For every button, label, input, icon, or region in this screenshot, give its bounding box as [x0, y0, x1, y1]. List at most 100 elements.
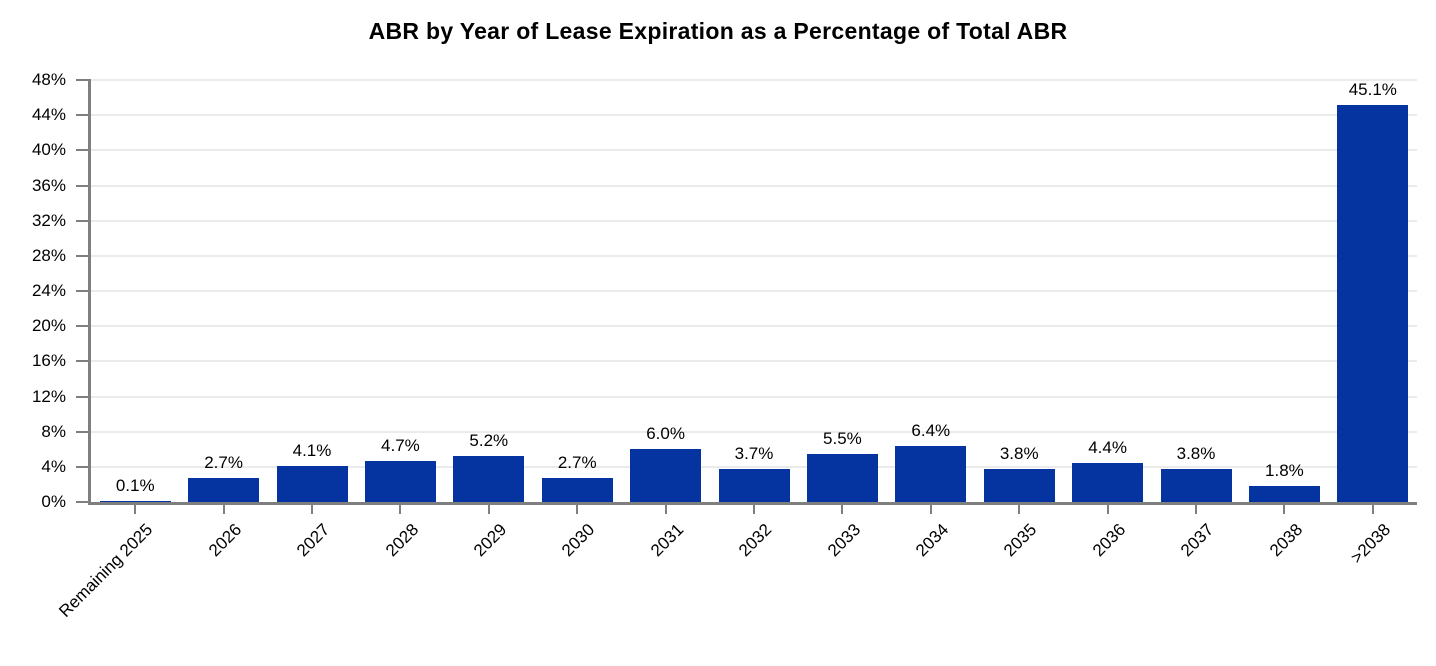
- gridline-24: [91, 290, 1417, 292]
- x-axis-label-2: 2027: [293, 520, 334, 561]
- bar-2031: [630, 449, 702, 502]
- x-axis-tick-4: [487, 505, 490, 514]
- gridline-48: [91, 79, 1417, 81]
- y-axis-tick-44: [76, 114, 88, 117]
- x-axis-tick-3: [399, 505, 402, 514]
- y-axis-label-8: 8%: [41, 421, 66, 441]
- x-axis-tick-7: [753, 505, 755, 514]
- y-axis-label-24: 24%: [31, 281, 66, 300]
- bar-2033: [806, 453, 878, 502]
- y-axis-label-16: 16%: [31, 351, 66, 371]
- x-axis-tick-5: [576, 505, 579, 514]
- y-axis-label-20: 20%: [31, 316, 66, 336]
- y-axis-tick-36: [76, 184, 88, 187]
- bar-value-label-5: 2.7%: [557, 453, 597, 473]
- bar-value-label-6: 6.0%: [646, 424, 685, 444]
- y-axis-label-40: 40%: [31, 140, 66, 160]
- y-axis-label-32: 32%: [31, 210, 66, 230]
- x-axis-label-5: 2030: [558, 520, 599, 561]
- bar-value-label-7: 3.7%: [734, 444, 774, 464]
- y-axis-label-4: 4%: [41, 456, 66, 476]
- bar-value-label-1: 2.7%: [204, 453, 243, 473]
- y-axis-line: [88, 79, 91, 505]
- x-axis-tick-14: [1371, 505, 1374, 514]
- y-axis-tick-8: [76, 430, 88, 433]
- y-axis-tick-40: [76, 149, 88, 152]
- gridline-40: [91, 149, 1417, 152]
- gridline-36: [91, 184, 1417, 187]
- x-axis-tick-8: [841, 505, 844, 514]
- x-axis-tick-2: [311, 505, 313, 514]
- bar-2032: [718, 469, 790, 502]
- bar-2037: [1160, 468, 1232, 502]
- gridline-12: [91, 395, 1417, 398]
- bar-value-label-13: 1.8%: [1265, 461, 1304, 481]
- y-axis-label-44: 44%: [31, 105, 66, 125]
- chart-title: ABR by Year of Lease Expiration as a Per…: [368, 18, 1068, 44]
- y-axis-tick-12: [76, 395, 88, 398]
- bar-value-label-9: 6.4%: [911, 420, 951, 440]
- y-axis-tick-0: [76, 501, 88, 503]
- x-axis-tick-0: [134, 505, 137, 514]
- x-axis-tick-10: [1018, 505, 1021, 514]
- x-axis-label-4: 2029: [470, 520, 511, 561]
- bar-2027: [276, 465, 348, 502]
- x-axis-label-12: 2037: [1177, 520, 1218, 561]
- bar-value-label-0: 0.1%: [115, 476, 155, 495]
- x-axis-label-0: Remaining 2025: [55, 520, 157, 621]
- bar-2035: [983, 468, 1055, 502]
- x-axis-tick-9: [929, 505, 932, 514]
- y-axis-label-28: 28%: [31, 245, 66, 265]
- x-axis-label-3: 2028: [381, 520, 422, 561]
- x-axis-line: [88, 502, 1417, 505]
- y-axis-label-36: 36%: [31, 175, 66, 195]
- y-axis-label-48: 48%: [31, 70, 66, 89]
- x-axis-label-8: 2033: [823, 520, 864, 561]
- x-axis-tick-11: [1106, 505, 1109, 514]
- y-axis-label-12: 12%: [31, 386, 66, 406]
- gridline-16: [91, 360, 1417, 363]
- bar-2038: [1248, 486, 1320, 502]
- gridline-4: [91, 465, 1417, 468]
- bar-2026: [188, 478, 260, 502]
- gridline-32: [91, 219, 1417, 222]
- x-axis-tick-6: [664, 505, 667, 514]
- x-axis-tick-1: [222, 505, 225, 514]
- bar-2036: [1072, 463, 1144, 502]
- bar-2034: [895, 445, 967, 502]
- bar-value-label-10: 3.8%: [999, 443, 1039, 463]
- y-axis-label-0: 0%: [41, 492, 66, 511]
- bar->2038: [1337, 105, 1409, 502]
- x-axis-label-7: 2032: [735, 520, 776, 561]
- x-axis-label-13: 2038: [1265, 520, 1306, 561]
- bar-value-label-3: 4.7%: [381, 435, 420, 455]
- x-axis-label-6: 2031: [646, 520, 688, 561]
- x-axis-label-11: 2036: [1088, 520, 1130, 561]
- x-axis-tick-13: [1283, 505, 1286, 514]
- y-axis-tick-48: [76, 79, 88, 81]
- gridline-20: [91, 325, 1417, 328]
- bar-2028: [364, 460, 436, 502]
- x-axis-label-9: 2034: [912, 520, 953, 561]
- gridline-8: [91, 430, 1417, 433]
- bar-2030: [541, 478, 613, 502]
- y-axis-tick-4: [76, 465, 88, 468]
- bar-value-label-11: 4.4%: [1088, 438, 1127, 458]
- x-axis-label-14: >2038: [1347, 520, 1395, 568]
- x-axis-label-10: 2035: [1000, 520, 1041, 561]
- bar-value-label-8: 5.5%: [823, 428, 862, 448]
- bar-value-label-2: 4.1%: [292, 440, 332, 460]
- y-axis-tick-28: [76, 254, 88, 257]
- gridline-28: [91, 254, 1417, 257]
- y-axis-tick-32: [76, 219, 88, 222]
- bar-remaining-2025: [99, 501, 171, 502]
- bar-2029: [453, 456, 525, 502]
- bar-value-label-12: 3.8%: [1176, 443, 1216, 463]
- y-axis-tick-24: [76, 290, 88, 292]
- bar-value-label-4: 5.2%: [469, 431, 509, 451]
- x-axis-tick-12: [1195, 505, 1197, 514]
- gridline-44: [91, 114, 1417, 117]
- y-axis-tick-16: [76, 360, 88, 363]
- x-axis-label-1: 2026: [204, 520, 246, 561]
- bar-value-label-14: 45.1%: [1348, 80, 1397, 100]
